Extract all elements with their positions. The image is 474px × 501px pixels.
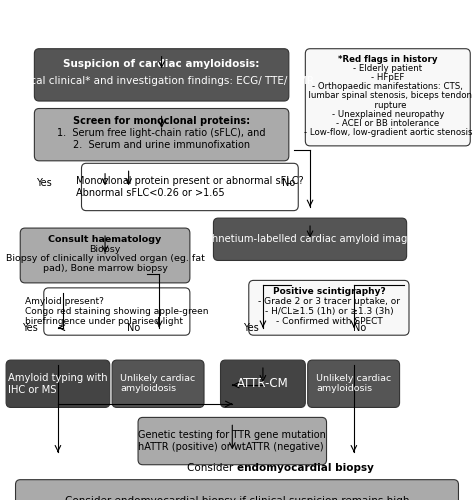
FancyBboxPatch shape bbox=[249, 281, 409, 335]
Text: *Red flags in history: *Red flags in history bbox=[338, 55, 438, 64]
Text: Monoclonal protein present or abnormal sFLC?
Abnormal sFLC<0.26 or >1.65: Monoclonal protein present or abnormal s… bbox=[76, 176, 304, 198]
Text: No: No bbox=[353, 323, 366, 333]
Text: No: No bbox=[282, 178, 295, 188]
FancyBboxPatch shape bbox=[213, 218, 407, 261]
Text: - Orthopaedic manifestations: CTS,: - Orthopaedic manifestations: CTS, bbox=[312, 82, 463, 91]
FancyBboxPatch shape bbox=[35, 49, 289, 101]
Text: Yes: Yes bbox=[243, 323, 259, 333]
Text: 1.  Serum free light-chain ratio (sFLC), and: 1. Serum free light-chain ratio (sFLC), … bbox=[57, 128, 266, 138]
Text: Positive scintigraphy?: Positive scintigraphy? bbox=[273, 287, 385, 296]
Text: ATTR-CM: ATTR-CM bbox=[237, 377, 289, 390]
Text: 2.  Serum and urine immunofixation: 2. Serum and urine immunofixation bbox=[73, 140, 250, 150]
FancyBboxPatch shape bbox=[138, 417, 327, 465]
FancyBboxPatch shape bbox=[16, 479, 458, 501]
Text: Amyloid typing with
IHC or MS: Amyloid typing with IHC or MS bbox=[8, 373, 108, 395]
FancyBboxPatch shape bbox=[305, 49, 470, 146]
FancyBboxPatch shape bbox=[44, 288, 190, 335]
FancyBboxPatch shape bbox=[112, 360, 204, 407]
FancyBboxPatch shape bbox=[20, 228, 190, 283]
FancyBboxPatch shape bbox=[6, 360, 110, 407]
Text: Genetic testing for TTR gene mutation
hATTR (positive) or wtATTR (negative): Genetic testing for TTR gene mutation hA… bbox=[138, 430, 326, 452]
Text: rupture: rupture bbox=[369, 101, 407, 110]
FancyBboxPatch shape bbox=[82, 163, 298, 210]
Text: Consider endomyocardial biopsy if clinical suspicion remains high: Consider endomyocardial biopsy if clinic… bbox=[65, 496, 409, 501]
Text: - Elderly patient: - Elderly patient bbox=[353, 64, 422, 73]
FancyBboxPatch shape bbox=[220, 360, 305, 407]
Text: - HFpEF: - HFpEF bbox=[371, 73, 404, 82]
FancyBboxPatch shape bbox=[35, 109, 289, 161]
Text: Technetium-labelled cardiac amyloid imaging: Technetium-labelled cardiac amyloid imag… bbox=[197, 234, 424, 244]
Text: endomyocardial biopsy: endomyocardial biopsy bbox=[237, 463, 374, 473]
Text: Screen for monoclonal proteins:: Screen for monoclonal proteins: bbox=[73, 116, 250, 126]
Text: Biopsy: Biopsy bbox=[90, 244, 121, 254]
FancyBboxPatch shape bbox=[308, 360, 400, 407]
Text: Biopsy of clinically involved organ (eg. fat: Biopsy of clinically involved organ (eg.… bbox=[6, 255, 204, 264]
Text: Unlikely cardiac
amyloidosis: Unlikely cardiac amyloidosis bbox=[316, 374, 391, 393]
Text: No: No bbox=[127, 323, 140, 333]
Text: pad), Bone marrow biopsy: pad), Bone marrow biopsy bbox=[43, 265, 167, 274]
Text: Yes: Yes bbox=[36, 178, 52, 188]
Text: - Unexplained neuropathy: - Unexplained neuropathy bbox=[332, 110, 444, 119]
Text: Amyloid present?
Congo red staining showing apple-green
birefringence under pola: Amyloid present? Congo red staining show… bbox=[25, 297, 209, 327]
Text: Typical clinical* and investigation findings: ECG/ TTE/ CMR: Typical clinical* and investigation find… bbox=[9, 76, 314, 86]
Text: Suspicion of cardiac amyloidosis:: Suspicion of cardiac amyloidosis: bbox=[64, 59, 260, 69]
Text: - Low-flow, low-gradient aortic stenosis: - Low-flow, low-gradient aortic stenosis bbox=[303, 128, 472, 137]
Text: Consider: Consider bbox=[188, 463, 237, 473]
Text: Unlikely cardiac
amyloidosis: Unlikely cardiac amyloidosis bbox=[120, 374, 196, 393]
Text: Consult haematology: Consult haematology bbox=[48, 234, 162, 243]
Text: - Confirmed with SPECT: - Confirmed with SPECT bbox=[275, 317, 382, 326]
Text: - H/CL≥1.5 (1h) or ≥1.3 (3h): - H/CL≥1.5 (1h) or ≥1.3 (3h) bbox=[264, 307, 393, 316]
Text: - ACEI or BB intolerance: - ACEI or BB intolerance bbox=[336, 119, 439, 128]
Text: lumbar spinal stenosis, biceps tendon: lumbar spinal stenosis, biceps tendon bbox=[303, 91, 472, 100]
Text: Yes: Yes bbox=[22, 323, 37, 333]
Text: - Grade 2 or 3 tracer uptake, or: - Grade 2 or 3 tracer uptake, or bbox=[258, 297, 400, 306]
